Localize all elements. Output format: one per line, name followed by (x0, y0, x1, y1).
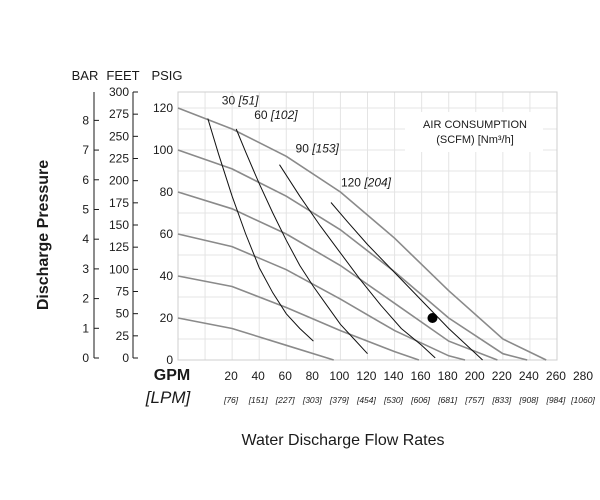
feet-axis: 0 25 50 75 100 125 150 175 200 225 250 275 300 (109, 85, 138, 365)
x-axis-title: Water Discharge Flow Rates (241, 432, 444, 449)
lpm-tick-label: [833] (491, 395, 512, 405)
feet-tick-label: 0 (122, 351, 129, 365)
lpm-tick-label: [379] (329, 395, 350, 405)
bar-tick-label: 3 (82, 262, 89, 276)
plot-border (177, 91, 558, 361)
psig-tick-label: 20 (160, 311, 174, 325)
gpm-tick-label: 220 (492, 369, 512, 383)
feet-tick-label: 25 (116, 329, 130, 343)
air-curve-label-30: 30 [51] (222, 94, 259, 108)
feet-tick-label: 250 (109, 129, 129, 143)
inlet-curve-120-psig (177, 107, 547, 361)
inlet-pressure-curves (177, 107, 547, 361)
inlet-curve-80-psig (177, 191, 498, 361)
air-consumption-title: AIR CONSUMPTION (423, 119, 527, 131)
feet-tick-label: 175 (109, 196, 129, 210)
marker-group (427, 313, 438, 323)
bar-axis-label: BAR (72, 68, 99, 83)
inlet-curve-20-psig (177, 317, 334, 361)
psig-tick-label: 80 (160, 185, 174, 199)
feet-tick-label: 50 (116, 307, 130, 321)
bar-tick-label: 4 (82, 232, 89, 246)
gpm-tick-label: 160 (411, 369, 431, 383)
bar-tick-label: 7 (82, 143, 89, 157)
lpm-tick-label: [151] (248, 395, 269, 405)
operating-point-marker (427, 313, 438, 323)
bar-tick-label: 1 (82, 321, 89, 335)
lpm-tick-label: [908] (518, 395, 539, 405)
feet-tick-label: 300 (109, 85, 129, 99)
psig-axis: 0 20 40 60 80 100 120 (153, 101, 173, 367)
air-curve-label-120: 120 [204] (341, 176, 392, 190)
bar-tick-label: 5 (82, 202, 89, 216)
lpm-tick-label: [1060] (570, 395, 595, 405)
air-consumption-units: (SCFM) [Nm³/h] (436, 134, 514, 146)
psig-tick-label: 60 (160, 227, 174, 241)
lpm-tick-label: [606] (410, 395, 431, 405)
y-axis-title: Discharge Pressure (35, 160, 52, 310)
air-curve-30 (207, 118, 314, 342)
feet-tick-label: 275 (109, 107, 129, 121)
gpm-tick-label: 280 (573, 369, 593, 383)
air-curve-60 (235, 128, 368, 355)
bar-axis: 0 1 2 3 4 5 6 7 8 (82, 92, 99, 365)
gpm-tick-label: 60 (279, 369, 293, 383)
air-curve-label-90: 90 [153] (296, 142, 340, 156)
bar-tick-label: 6 (82, 173, 89, 187)
gpm-unit-label: GPM (154, 367, 190, 384)
gpm-tick-label: 240 (519, 369, 539, 383)
lpm-tick-label: [984] (545, 395, 566, 405)
feet-tick-label: 100 (109, 262, 129, 276)
lpm-tick-label: [530] (383, 395, 404, 405)
air-consumption-legend-box (405, 112, 543, 152)
gpm-tick-label: 120 (356, 369, 376, 383)
gpm-tick-label: 100 (329, 369, 349, 383)
air-curve-label-60: 60 [102] (254, 108, 298, 122)
gpm-tick-label: 260 (546, 369, 566, 383)
inlet-curve-40-psig (177, 275, 420, 361)
bar-tick-label: 2 (82, 292, 89, 306)
feet-tick-label: 225 (109, 152, 129, 166)
feet-axis-label: FEET (106, 68, 139, 83)
gpm-tick-label: 40 (251, 369, 265, 383)
inlet-curve-60-psig (177, 233, 466, 361)
feet-tick-label: 200 (109, 174, 129, 188)
psig-tick-label: 120 (153, 101, 173, 115)
lpm-tick-label: [681] (437, 395, 458, 405)
lpm-tick-label: [76] (223, 395, 239, 405)
psig-axis-label: PSIG (151, 68, 182, 83)
chart-frame (177, 91, 558, 361)
x-axis-ticks: 20 [76] 40 [151] 60 [227] 80 [303] 100 [379] 120 [4… (223, 369, 595, 405)
air-consumption-curves: 30 [51]60 [102] 90 [153] 120 [204] (207, 94, 483, 361)
feet-tick-label: 150 (109, 218, 129, 232)
psig-tick-label: 100 (153, 143, 173, 157)
gpm-tick-label: 140 (383, 369, 403, 383)
gpm-tick-label: 180 (438, 369, 458, 383)
lpm-tick-label: [303] (302, 395, 323, 405)
psig-tick-label: 40 (160, 269, 174, 283)
gpm-tick-label: 200 (465, 369, 485, 383)
feet-tick-label: 125 (109, 240, 129, 254)
bar-tick-label: 8 (82, 113, 89, 127)
lpm-tick-label: [757] (464, 395, 485, 405)
gpm-tick-label: 20 (224, 369, 238, 383)
air-curve-120 (330, 202, 483, 361)
lpm-unit-label: [LPM] (145, 388, 192, 407)
bar-tick-label: 0 (82, 351, 89, 365)
gpm-tick-label: 80 (306, 369, 320, 383)
air-curve-90 (279, 164, 436, 359)
lpm-tick-label: [227] (275, 395, 296, 405)
psig-tick-label: 0 (166, 353, 173, 367)
inlet-curve-100-psig (177, 149, 528, 361)
feet-tick-label: 75 (116, 285, 130, 299)
lpm-tick-label: [454] (356, 395, 377, 405)
